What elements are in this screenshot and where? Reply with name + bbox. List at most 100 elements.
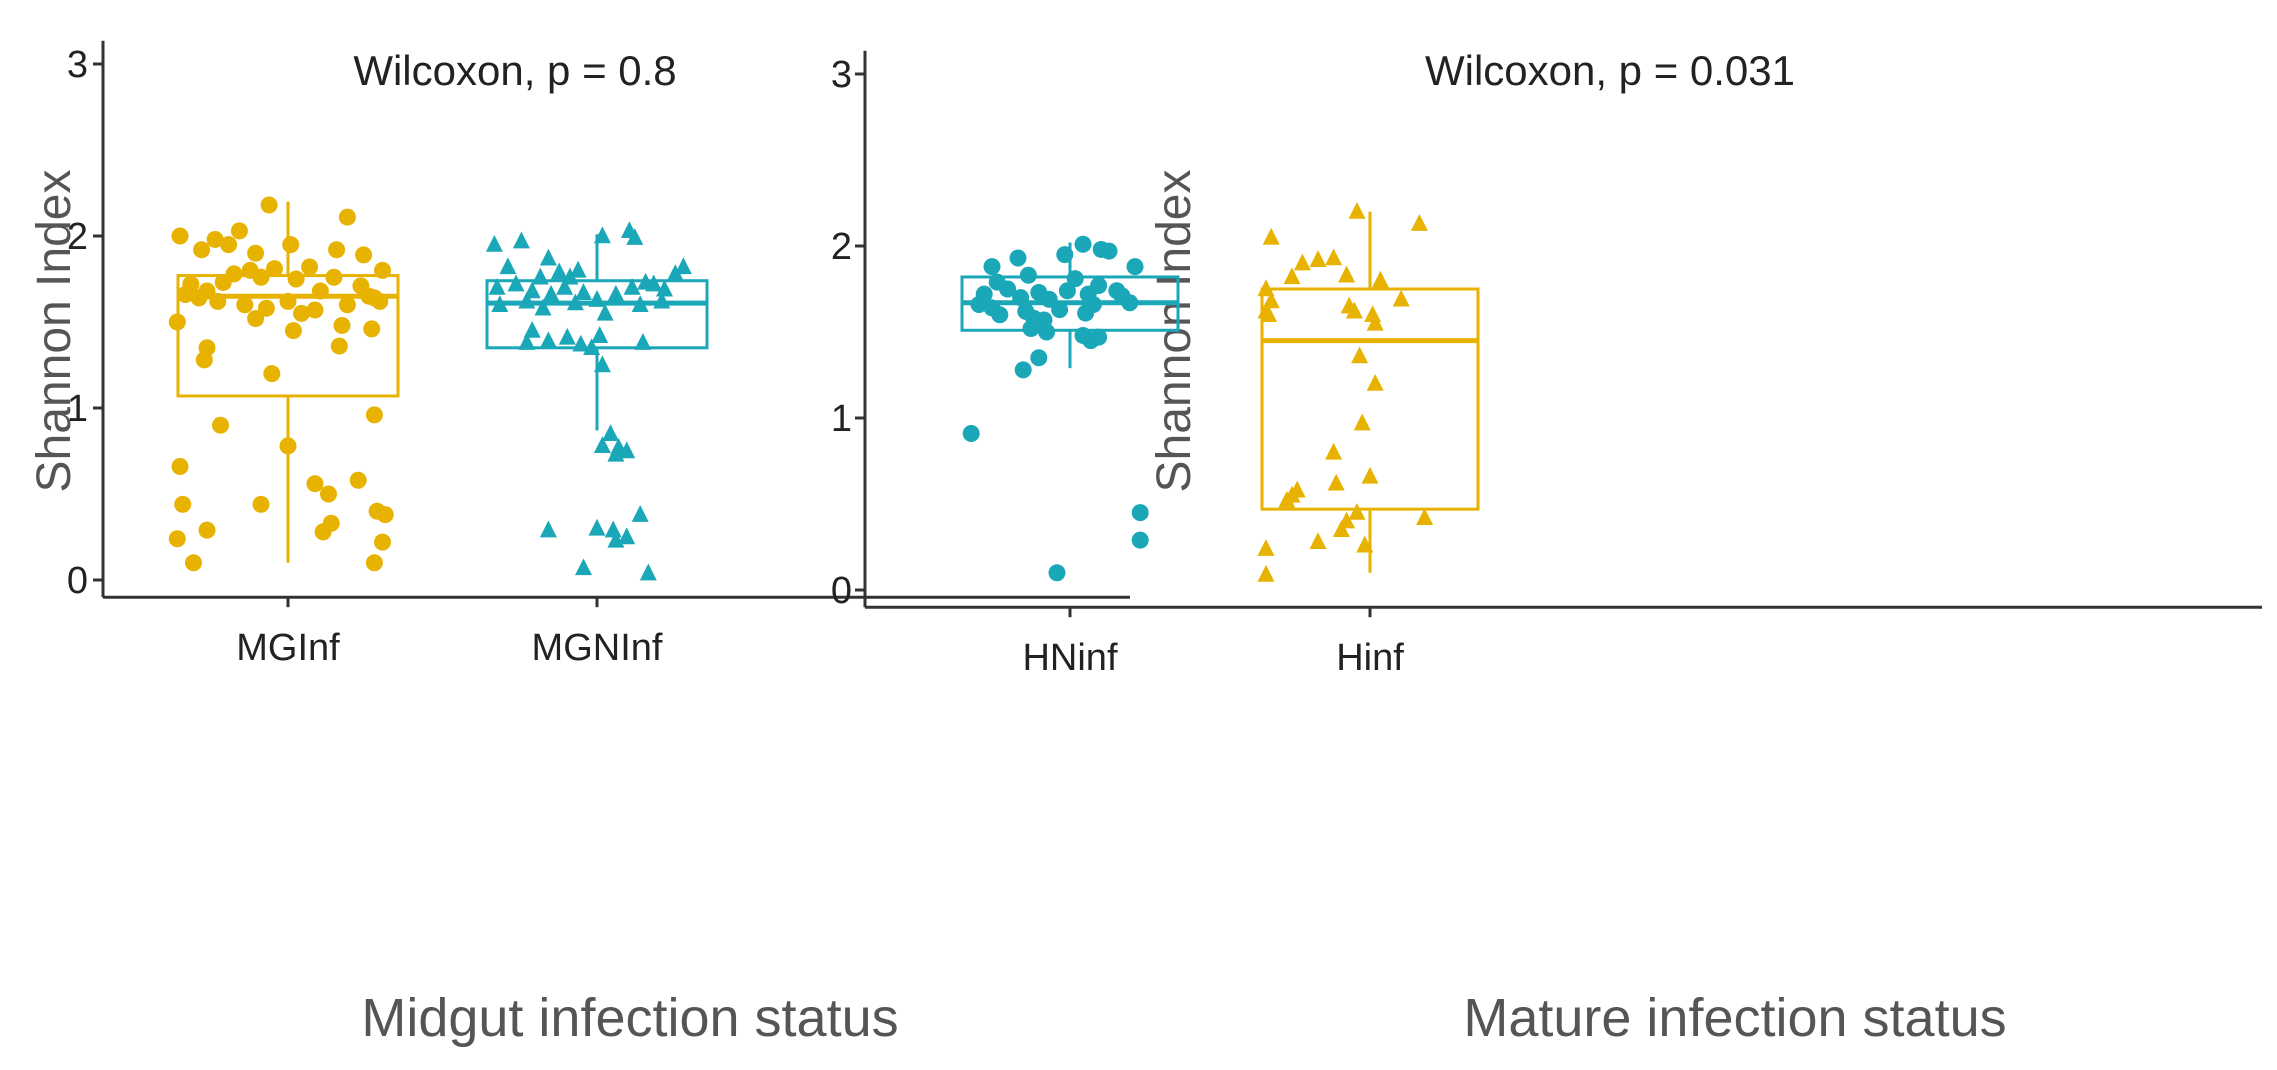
- box-Hinf: [1260, 287, 1480, 511]
- data-point-MGNInf-53: [639, 563, 657, 581]
- data-point-Hinf-34: [1257, 564, 1275, 582]
- data-point-MGInf-3: [220, 236, 238, 254]
- data-point-MGInf-38: [284, 322, 302, 340]
- data-point-MGNInf-34: [558, 327, 576, 345]
- data-point-HNinf-29: [1121, 294, 1139, 312]
- data-point-MGNInf-24: [656, 279, 673, 297]
- data-point-MGNInf-25: [491, 295, 509, 312]
- data-point-MGNInf-52: [575, 558, 592, 576]
- data-point-HNinf-14: [1040, 290, 1058, 308]
- data-point-MGNInf-1: [512, 231, 530, 249]
- data-point-HNinf-38: [1131, 504, 1149, 522]
- data-point-HNinf-37: [962, 424, 980, 442]
- data-point-Hinf-5: [1410, 214, 1428, 231]
- plot-area-left: 0 1 2 3 MGInf MGNInf: [67, 40, 1130, 669]
- data-point-Hinf-0: [1262, 227, 1280, 245]
- data-point-MGNInf-2: [539, 248, 557, 266]
- data-point-HNinf-26: [1051, 301, 1069, 319]
- data-point-HNinf-35: [1030, 349, 1048, 367]
- panel-midgut: Wilcoxon, p = 0.8 Shannon Index 0 1 2 3 MGIn…: [28, 40, 1130, 1048]
- data-point-MGNInf-46: [631, 505, 649, 522]
- data-point-MGInf-8: [328, 241, 346, 259]
- data-point-MGInf-20: [301, 258, 319, 276]
- data-point-MGInf-36: [168, 313, 186, 331]
- data-point-MGInf-21: [311, 282, 329, 300]
- data-point-Hinf-23: [1327, 473, 1345, 491]
- data-point-HNinf-31: [1038, 323, 1056, 341]
- data-point-MGNInf-50: [618, 527, 636, 545]
- data-point-HNinf-28: [1084, 295, 1102, 313]
- data-point-Hinf-30: [1332, 520, 1350, 537]
- panel-mature: Wilcoxon, p = 0.031 Shannon Index 0123HN…: [831, 47, 2262, 1048]
- data-point-HNinf-7: [1019, 266, 1037, 284]
- data-point-HNinf-17: [1090, 277, 1108, 295]
- data-point-MGNInf-35: [572, 334, 590, 352]
- data-point-MGNInf-30: [631, 295, 649, 312]
- data-point-MGInf-35: [365, 289, 383, 307]
- data-point-HNinf-1: [1009, 249, 1027, 267]
- data-point-MGInf-32: [293, 304, 310, 322]
- data-point-MGInf-18: [266, 260, 283, 278]
- data-point-MGInf-51: [320, 485, 337, 503]
- data-point-Hinf-8: [1371, 270, 1389, 288]
- data-point-Hinf-20: [1353, 413, 1371, 431]
- data-point-MGInf-1: [193, 241, 211, 259]
- data-point-MGNInf-28: [566, 293, 584, 311]
- data-point-HNinf-8: [1066, 270, 1084, 288]
- data-point-MGNInf-23: [645, 274, 663, 292]
- data-point-MGInf-31: [279, 292, 297, 310]
- x-axis-label-right: Mature infection status: [1463, 988, 2006, 1048]
- data-point-MGInf-53: [252, 495, 270, 513]
- data-point-MGInf-47: [279, 437, 297, 455]
- data-point-MGNInf-40: [593, 355, 611, 373]
- data-point-MGInf-58: [168, 530, 186, 548]
- data-point-MGInf-19: [287, 270, 305, 288]
- data-point-MGInf-2: [206, 230, 224, 248]
- data-point-MGNInf-0: [485, 235, 503, 252]
- data-point-MGNInf-10: [569, 260, 587, 278]
- data-point-MGNInf-48: [588, 518, 606, 536]
- data-point-Hinf-15: [1257, 301, 1275, 319]
- data-point-Hinf-17: [1366, 313, 1384, 331]
- data-point-MGNInf-43: [618, 441, 636, 459]
- data-point-MGNInf-49: [604, 520, 622, 538]
- points-Hinf: [1257, 202, 1434, 582]
- data-point-MGInf-11: [374, 261, 391, 279]
- data-point-HNinf-11: [999, 280, 1017, 298]
- box-MGNInf: [485, 279, 709, 350]
- data-point-Hinf-31: [1309, 532, 1327, 550]
- data-point-MGNInf-5: [626, 228, 644, 245]
- data-point-MGNInf-18: [556, 278, 574, 295]
- data-point-MGInf-17: [252, 268, 270, 286]
- points-MGInf: [168, 196, 394, 572]
- data-point-HNinf-5: [1100, 242, 1118, 260]
- data-point-MGInf-40: [363, 320, 381, 338]
- data-point-HNinf-40: [1048, 564, 1066, 582]
- data-point-MGNInf-32: [523, 321, 541, 338]
- y-tick-label-right-0: 0: [831, 570, 852, 612]
- data-point-MGInf-52: [174, 495, 192, 513]
- y-tick-label-left-1: 1: [67, 388, 88, 430]
- data-point-MGNInf-19: [575, 283, 592, 300]
- data-point-MGInf-46: [365, 406, 383, 424]
- data-point-HNinf-30: [1022, 320, 1040, 338]
- x-tick-label-Hinf: Hinf: [1336, 637, 1404, 679]
- wilcoxon-annotation-right: Wilcoxon, p = 0.031: [1425, 47, 1795, 94]
- data-point-MGNInf-13: [666, 264, 684, 282]
- data-point-Hinf-32: [1356, 535, 1374, 553]
- data-point-MGNInf-3: [593, 226, 611, 244]
- data-point-MGNInf-33: [539, 331, 557, 349]
- data-point-Hinf-19: [1366, 374, 1384, 391]
- data-point-MGInf-10: [355, 246, 373, 264]
- data-point-MGNInf-7: [531, 267, 549, 285]
- data-point-Hinf-7: [1338, 265, 1356, 283]
- data-point-Hinf-33: [1257, 539, 1275, 556]
- data-point-Hinf-1: [1293, 253, 1311, 271]
- x-tick-label-HNinf: HNinf: [1022, 637, 1117, 679]
- wilcoxon-annotation-left: Wilcoxon, p = 0.8: [353, 47, 676, 94]
- data-point-MGInf-59: [314, 523, 332, 541]
- data-point-MGNInf-6: [499, 257, 517, 275]
- data-point-MGNInf-47: [539, 520, 557, 538]
- data-point-MGInf-26: [176, 285, 194, 303]
- data-point-MGInf-50: [306, 475, 324, 493]
